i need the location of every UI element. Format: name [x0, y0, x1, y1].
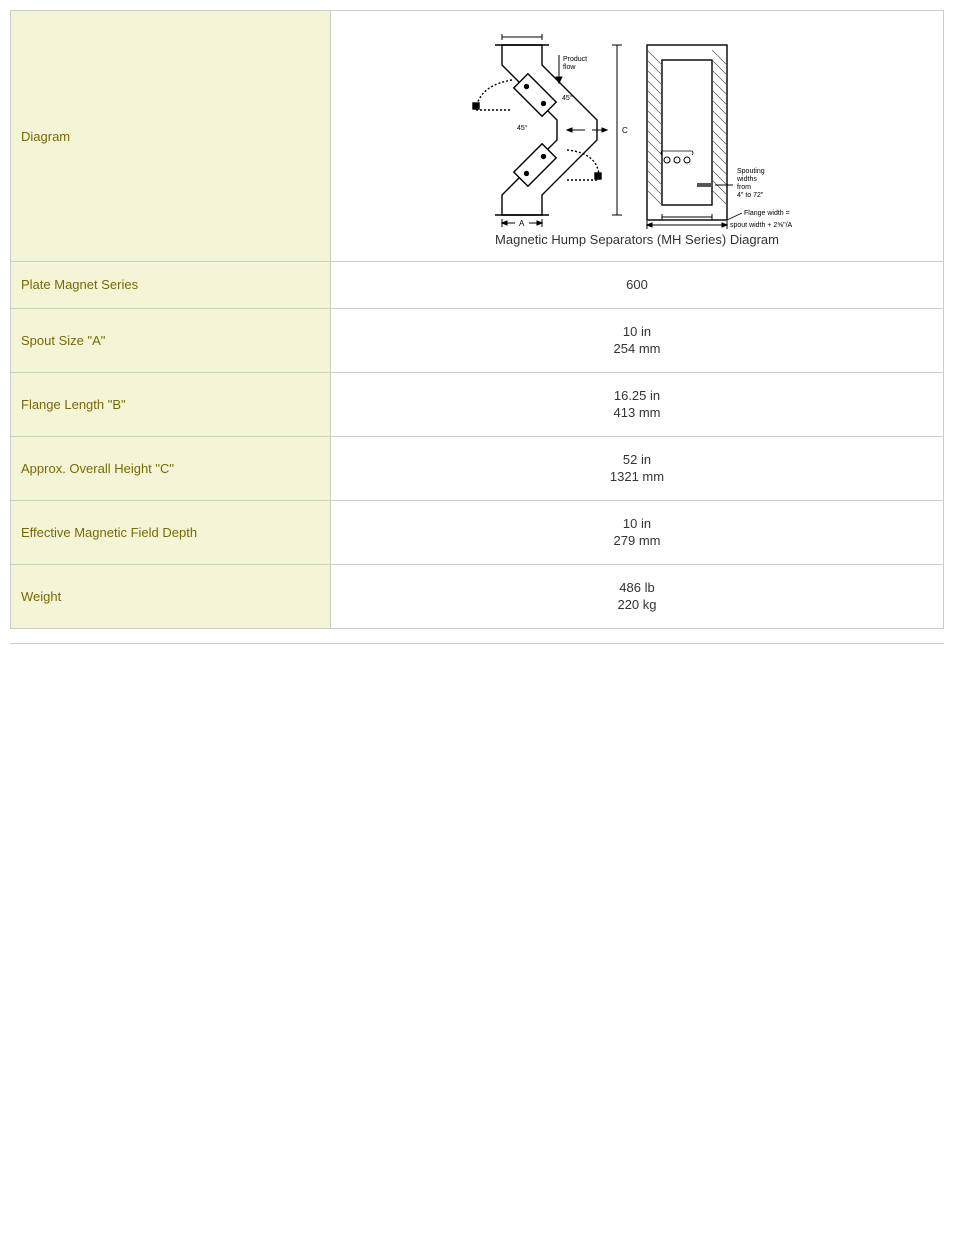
label-product-flow: Product: [563, 56, 587, 63]
row-overall-height: Approx. Overall Height "C" 52 in 1321 mm: [11, 436, 944, 500]
diagram-wrap: Product flow 45° 45° C: [467, 25, 807, 247]
row-flange-length: Flange Length "B" 16.25 in 413 mm: [11, 372, 944, 436]
label-angle-upper: 45°: [517, 124, 528, 132]
value-spout-size: 10 in 254 mm: [331, 308, 944, 372]
row-weight: Weight 486 lb 220 kg: [11, 564, 944, 628]
label-spout-size: Spout Size "A": [11, 308, 331, 372]
svg-text:flow: flow: [563, 64, 576, 71]
label-diagram: Diagram: [11, 11, 331, 262]
label-flange-length: Flange Length "B": [11, 372, 331, 436]
value-flange-length: 16.25 in 413 mm: [331, 372, 944, 436]
svg-text:from: from: [737, 184, 751, 191]
row-spout-size: Spout Size "A" 10 in 254 mm: [11, 308, 944, 372]
label-spouting: Spouting: [737, 168, 765, 175]
label-flange: Flange width =: [744, 210, 790, 217]
svg-text:spout width + 2⅝"/A: spout width + 2⅝"/A: [730, 222, 793, 229]
label-plate-magnet-series: Plate Magnet Series: [11, 262, 331, 309]
row-plate-magnet-series: Plate Magnet Series 600: [11, 262, 944, 309]
svg-text:widths: widths: [736, 176, 757, 183]
diagram-caption: Magnetic Hump Separators (MH Series) Dia…: [467, 232, 807, 247]
label-weight: Weight: [11, 564, 331, 628]
value-overall-height: 52 in 1321 mm: [331, 436, 944, 500]
label-overall-height: Approx. Overall Height "C": [11, 436, 331, 500]
diagram-svg: Product flow 45° 45° C: [467, 25, 807, 230]
row-diagram: Diagram: [11, 11, 944, 262]
label-dim-c: C: [622, 126, 628, 135]
value-field-depth: 10 in 279 mm: [331, 500, 944, 564]
footer-divider: [10, 643, 944, 644]
row-field-depth: Effective Magnetic Field Depth 10 in 279…: [11, 500, 944, 564]
label-dim-a: A: [519, 219, 525, 228]
svg-text:4" to 72": 4" to 72": [737, 192, 764, 199]
spec-table: Diagram: [10, 10, 944, 629]
label-field-depth: Effective Magnetic Field Depth: [11, 500, 331, 564]
diagram-cell: Product flow 45° 45° C: [331, 11, 944, 262]
value-plate-magnet-series: 600: [331, 262, 944, 309]
label-angle-lower: 45°: [562, 94, 573, 102]
value-weight: 486 lb 220 kg: [331, 564, 944, 628]
